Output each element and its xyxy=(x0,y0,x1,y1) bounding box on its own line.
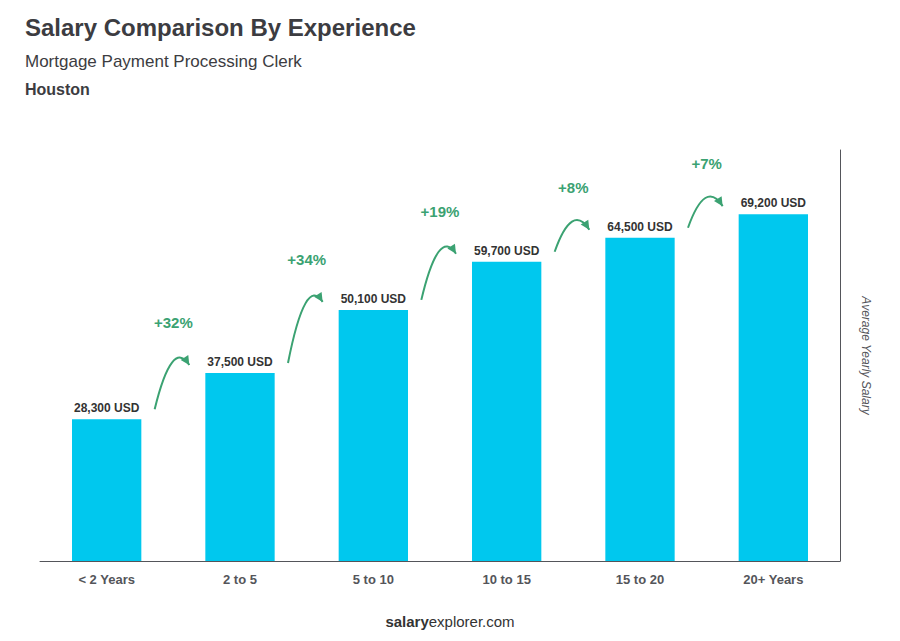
svg-text:salary: salary xyxy=(385,613,429,630)
svg-text:+32%: +32% xyxy=(154,314,193,331)
svg-text:Salary Comparison By Experienc: Salary Comparison By Experience xyxy=(25,14,416,41)
svg-text:explorer.com: explorer.com xyxy=(429,613,515,630)
svg-text:Houston: Houston xyxy=(25,81,90,98)
svg-text:5 to 10: 5 to 10 xyxy=(353,572,394,587)
svg-text:69,200 USD: 69,200 USD xyxy=(741,196,807,210)
svg-text:20+ Years: 20+ Years xyxy=(743,572,803,587)
svg-text:Mortgage Payment Processing Cl: Mortgage Payment Processing Clerk xyxy=(25,52,302,71)
svg-text:+34%: +34% xyxy=(287,251,326,268)
svg-text:28,300 USD: 28,300 USD xyxy=(74,401,140,415)
svg-text:10 to 15: 10 to 15 xyxy=(482,572,530,587)
svg-text:15 to 20: 15 to 20 xyxy=(616,572,664,587)
svg-text:+7%: +7% xyxy=(691,155,721,172)
svg-text:50,100 USD: 50,100 USD xyxy=(341,292,407,306)
svg-text:< 2 Years: < 2 Years xyxy=(78,572,135,587)
svg-text:2 to 5: 2 to 5 xyxy=(223,572,257,587)
svg-text:+19%: +19% xyxy=(421,203,460,220)
svg-text:Average Yearly Salary: Average Yearly Salary xyxy=(859,295,873,415)
svg-text:59,700 USD: 59,700 USD xyxy=(474,244,540,258)
svg-text:+8%: +8% xyxy=(558,179,588,196)
svg-text:37,500 USD: 37,500 USD xyxy=(207,355,273,369)
svg-text:64,500 USD: 64,500 USD xyxy=(607,220,673,234)
